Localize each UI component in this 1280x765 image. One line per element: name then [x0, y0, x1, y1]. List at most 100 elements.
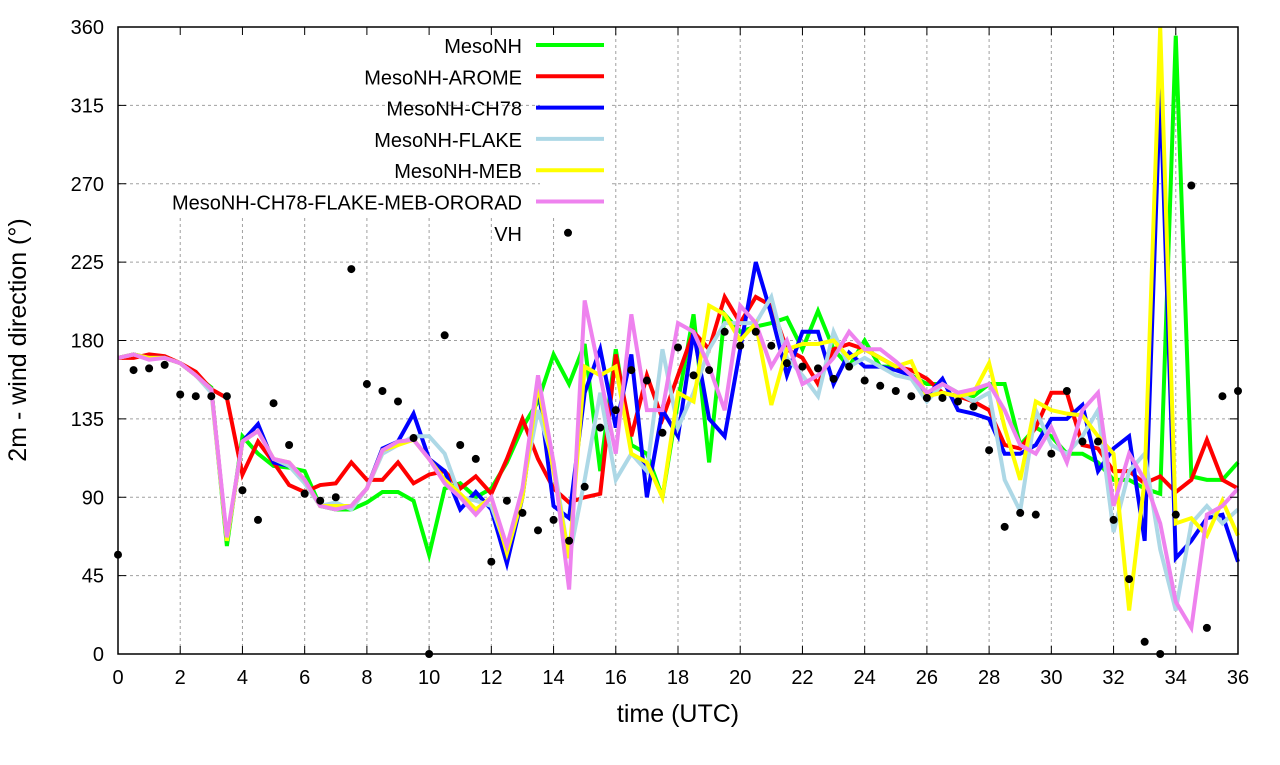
- y-tick-label: 225: [71, 252, 104, 274]
- vh-point: [596, 423, 605, 432]
- vh-point: [487, 557, 496, 566]
- vh-point: [160, 360, 169, 369]
- axis-ticks: 0 2 4 6 8 10 12 14 16 18 20 22 24 26 28 30 32 34 360459013…: [71, 17, 1250, 689]
- vh-point: [440, 331, 449, 340]
- vh-point: [1171, 510, 1180, 519]
- x-axis-label: time (UTC): [617, 700, 739, 728]
- vh-point: [145, 364, 154, 373]
- series-line-mesonh-meb: [117, 26, 1240, 611]
- legend-label: MesoNH-CH78-FLAKE-MEB-ORORAD: [172, 193, 522, 215]
- vh-point: [471, 454, 480, 463]
- vh-point: [565, 536, 574, 545]
- vh-point: [378, 387, 387, 396]
- vh-point: [409, 434, 418, 443]
- vh-point: [860, 376, 869, 385]
- vh-point: [254, 515, 262, 524]
- y-tick-label: 135: [71, 409, 104, 431]
- vh-point: [689, 371, 698, 380]
- vh-point: [767, 341, 776, 350]
- y-tick-label: 45: [82, 566, 104, 588]
- legend-label: MesoNH: [444, 36, 522, 58]
- x-tick-label: 6: [299, 667, 310, 689]
- vh-point: [331, 493, 340, 502]
- vh-point: [1109, 515, 1118, 524]
- x-tick-label: 22: [791, 667, 813, 689]
- vh-point: [829, 374, 838, 383]
- x-tick-label: 26: [916, 667, 938, 689]
- y-tick-label: 180: [71, 331, 104, 353]
- vh-point: [191, 392, 200, 401]
- vh-point: [269, 399, 278, 408]
- vh-point: [611, 406, 620, 415]
- x-tick-label: 36: [1227, 667, 1249, 689]
- vh-point: [891, 387, 900, 396]
- x-tick-label: 4: [237, 667, 248, 689]
- legend-label: MesoNH-FLAKE: [374, 130, 522, 152]
- vh-point: [627, 366, 636, 375]
- x-tick-label: 0: [112, 667, 123, 689]
- legend: MesoNH MesoNH-AROME MesoNH-CH78 MesoNH-FLAK…: [172, 36, 604, 246]
- legend-label: MesoNH-CH78: [386, 99, 522, 121]
- vh-point: [1140, 637, 1149, 646]
- vh-point: [502, 496, 511, 505]
- legend-marker-vh: [564, 228, 572, 237]
- vh-point: [580, 482, 589, 491]
- vh-point: [207, 392, 216, 401]
- x-tick-label: 20: [729, 667, 751, 689]
- vh-point: [1031, 510, 1040, 519]
- vh-point: [845, 362, 854, 371]
- x-tick-label: 2: [175, 667, 186, 689]
- vh-point: [1000, 522, 1009, 531]
- vh-point: [938, 393, 947, 402]
- vh-point: [1218, 392, 1227, 401]
- vh-point: [705, 366, 714, 375]
- vh-point: [1202, 623, 1211, 632]
- vh-point: [238, 486, 247, 495]
- vh-point: [300, 489, 309, 498]
- vh-point: [751, 327, 760, 336]
- x-tick-label: 24: [854, 667, 876, 689]
- x-tick-label: 8: [361, 667, 372, 689]
- vh-point: [222, 392, 231, 401]
- vh-point: [347, 265, 356, 274]
- x-tick-label: 14: [542, 667, 564, 689]
- vh-point: [907, 392, 916, 401]
- legend-label: MesoNH-MEB: [394, 161, 522, 183]
- x-tick-label: 34: [1165, 667, 1187, 689]
- vh-point: [782, 359, 791, 368]
- y-tick-label: 0: [93, 644, 104, 666]
- vh-point: [534, 526, 542, 535]
- vh-point: [674, 343, 682, 352]
- vh-point: [1062, 387, 1071, 396]
- vh-point: [814, 364, 822, 373]
- vh-point: [316, 496, 325, 505]
- x-tick-label: 12: [480, 667, 502, 689]
- vh-point: [798, 362, 807, 371]
- x-tick-label: 16: [605, 667, 627, 689]
- vh-point: [1078, 437, 1087, 446]
- series-line-mesonh-ch78-flake-meb-ororad: [117, 300, 1240, 634]
- vh-point: [985, 446, 994, 455]
- y-axis-label: 2m - wind direction (°): [4, 218, 32, 461]
- vh-point: [954, 397, 962, 406]
- y-tick-label: 90: [82, 487, 104, 509]
- vh-point: [658, 428, 667, 437]
- vh-point: [969, 402, 978, 411]
- x-tick-label: 28: [978, 667, 1000, 689]
- grid: [118, 27, 1238, 654]
- legend-label: VH: [494, 224, 522, 246]
- vh-point: [549, 515, 558, 524]
- x-tick-label: 18: [667, 667, 689, 689]
- y-tick-label: 315: [71, 95, 104, 117]
- vh-point: [1094, 437, 1102, 446]
- vh-point: [1047, 449, 1056, 458]
- vh-point: [736, 341, 745, 350]
- vh-point: [1125, 575, 1134, 584]
- vh-point: [285, 441, 294, 449]
- vh-point: [176, 390, 185, 399]
- vh-point: [1016, 508, 1025, 517]
- vh-point: [456, 441, 465, 449]
- vh-point: [362, 380, 371, 389]
- vh-point: [876, 381, 885, 390]
